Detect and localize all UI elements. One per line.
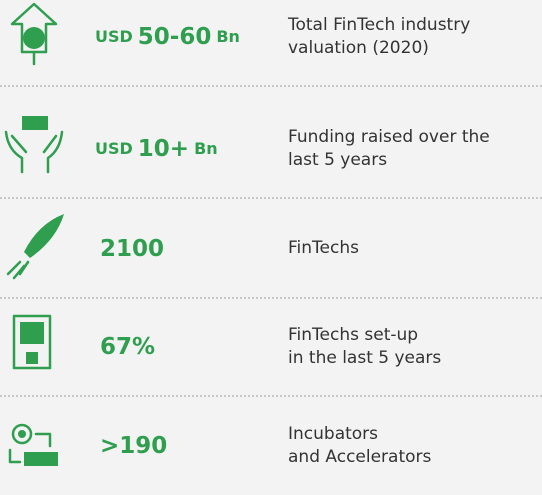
description-line: Incubators	[288, 423, 379, 444]
stat-description: FinTechs	[288, 200, 359, 297]
stat-prefix: USD	[95, 27, 133, 46]
description-line: in the last 5 years	[288, 347, 442, 368]
rocket-icon	[6, 214, 64, 280]
stat-description: FinTechs set-up in the last 5 years	[288, 298, 441, 395]
icons	[4, 2, 64, 466]
description-line: Funding raised over the	[288, 126, 490, 147]
valuation-icon	[10, 2, 58, 66]
description-line: and Accelerators	[288, 446, 432, 467]
stat-value: 10+	[137, 135, 190, 162]
stat-description: Funding raised over the last 5 years	[288, 100, 490, 197]
description-line: FinTechs set-up	[288, 324, 419, 345]
stat-value: 2100	[100, 235, 165, 262]
stat-suffix: Bn	[216, 27, 240, 46]
stat-row: 2100 FinTechs	[0, 200, 542, 299]
description-line: Total FinTech industry	[288, 14, 471, 35]
stat-figure: >190	[95, 396, 172, 495]
stat-row: USD 50-60 Bn Total FinTech industry valuatio…	[0, 0, 542, 87]
stat-figure: USD 50-60 Bn	[95, 0, 240, 85]
funding-icon	[4, 116, 64, 174]
stat-prefix: USD	[95, 139, 133, 158]
stat-suffix: Bn	[194, 139, 218, 158]
stat-row: 67% FinTechs set-up in the last 5 years	[0, 298, 542, 397]
stat-value: >190	[100, 432, 168, 459]
building-icon	[12, 314, 52, 370]
description-line: last 5 years	[288, 149, 388, 170]
stat-row: >190 Incubators and Accelerators	[0, 396, 542, 495]
stat-figure: 2100	[95, 200, 169, 297]
incubator-icon	[8, 423, 58, 466]
stat-value: 67%	[100, 333, 156, 360]
stat-row: USD 10+ Bn Funding raised over the last 5 ye…	[0, 100, 542, 199]
stat-figure: 67%	[95, 298, 160, 395]
description-line: valuation (2020)	[288, 37, 429, 58]
stat-description: Total FinTech industry valuation (2020)	[288, 0, 470, 85]
description-line: FinTechs	[288, 238, 359, 258]
stat-value: 50-60	[137, 23, 212, 50]
stat-description: Incubators and Accelerators	[288, 396, 431, 495]
stat-figure: USD 10+ Bn	[95, 100, 218, 197]
